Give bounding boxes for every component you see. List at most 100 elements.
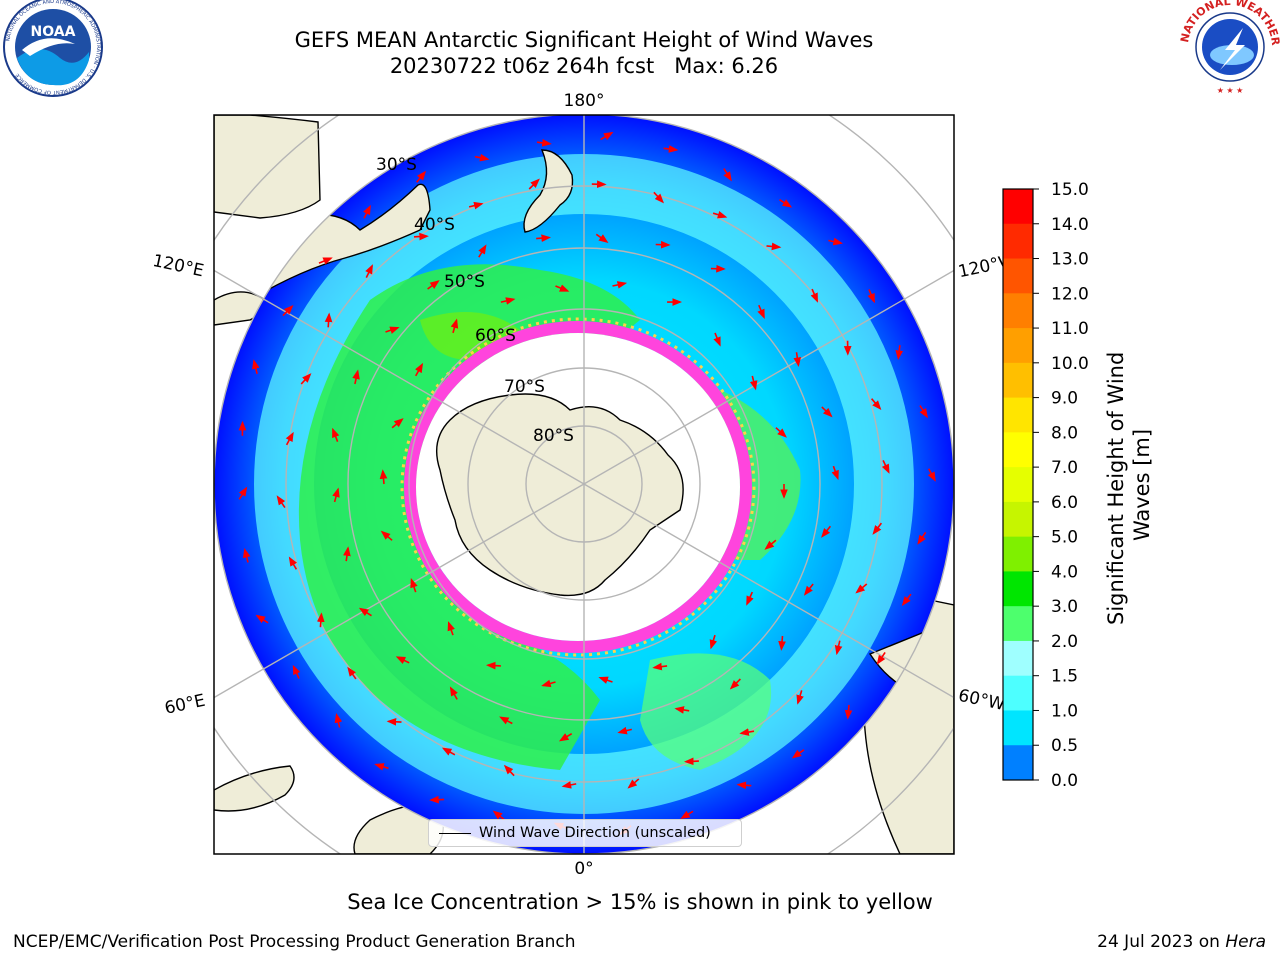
colorbar-tick-label: 0.5 xyxy=(1051,736,1078,756)
wind-wave-arrow xyxy=(653,191,664,204)
wind-wave-arrow xyxy=(766,242,782,251)
wind-wave-arrow xyxy=(318,257,333,265)
nws-logo-icon: NATIONAL WEATHER SERVICE ★ ★ ★ xyxy=(0,0,1280,96)
wind-wave-arrow xyxy=(803,583,814,596)
colorbar-tick-label: 1.0 xyxy=(1051,701,1078,721)
legend-label: Wind Wave Direction (unscaled) xyxy=(479,825,711,841)
wind-wave-arrow xyxy=(627,778,640,789)
wind-wave-arrow xyxy=(778,635,786,651)
wind-wave-arrow xyxy=(536,234,552,242)
colorbar-tick-label: 4.0 xyxy=(1051,562,1078,582)
lat-label-80s: 80°S xyxy=(533,426,574,446)
colorbar-segment xyxy=(1003,293,1033,329)
wind-wave-arrow xyxy=(617,726,632,735)
wind-wave-arrow xyxy=(528,178,540,190)
wind-wave-arrow xyxy=(282,305,294,317)
wind-wave-arrow xyxy=(793,352,802,367)
lat-label-30s: 30°S xyxy=(376,155,417,175)
lon-label-lower-right: 60°W xyxy=(957,686,1007,715)
wind-wave-arrow xyxy=(385,326,400,334)
wind-wave-arrow xyxy=(828,237,843,246)
colorbar-tick-label: 8.0 xyxy=(1051,423,1078,443)
colorbar-segment xyxy=(1003,675,1033,711)
colorbar-segment xyxy=(1003,606,1033,642)
colorbar-segment xyxy=(1003,397,1033,433)
wind-wave-arrow xyxy=(358,607,372,617)
wind-wave-arrow xyxy=(876,651,886,665)
wind-wave-arrow xyxy=(288,556,298,570)
wind-wave-arrow xyxy=(347,666,357,680)
colorbar-tick-label: 6.0 xyxy=(1051,493,1078,513)
credit-date: 24 Jul 2023 on xyxy=(1097,932,1226,952)
wind-wave-arrow xyxy=(468,201,484,210)
wind-wave-arrows xyxy=(238,131,936,835)
wind-wave-arrow xyxy=(379,469,388,485)
wind-wave-arrow xyxy=(416,170,427,183)
wind-wave-arrow xyxy=(855,583,868,594)
wind-wave-arrow xyxy=(414,362,424,377)
svg-text:★ ★ ★: ★ ★ ★ xyxy=(1217,86,1244,95)
colorbar-segment xyxy=(1003,258,1033,294)
colorbar-segment xyxy=(1003,640,1033,677)
chart-title-line1: GEFS MEAN Antarctic Significant Height o… xyxy=(294,28,874,52)
chart-title-line2: 20230722 t06z 264h fcst Max: 6.26 xyxy=(389,54,779,78)
colorbar-segment xyxy=(1003,536,1033,572)
colorbar-segment xyxy=(1003,189,1033,225)
colorbar-tick-label: 9.0 xyxy=(1051,389,1078,409)
wind-wave-arrow xyxy=(598,676,613,684)
wind-wave-arrow xyxy=(796,690,804,705)
wind-wave-arrow xyxy=(652,662,668,671)
wind-wave-arrow xyxy=(775,427,787,438)
wind-wave-arrow xyxy=(380,530,393,541)
colorbar-tick-label: 2.0 xyxy=(1051,632,1078,652)
colorbar-tick-label: 5.0 xyxy=(1051,528,1078,548)
wind-wave-arrow xyxy=(292,664,301,679)
colorbar-segment xyxy=(1003,467,1033,503)
map-frame xyxy=(213,114,955,855)
credit-host: Hera xyxy=(1225,932,1266,952)
wind-wave-arrow xyxy=(683,757,699,766)
nws-ring-text: NATIONAL WEATHER SERVICE xyxy=(0,0,1280,47)
lon-label-lower-left: 60°E xyxy=(163,691,207,719)
wind-wave-arrow xyxy=(449,686,458,700)
wind-wave-arrow xyxy=(821,525,832,538)
wind-wave-arrow xyxy=(844,704,853,720)
wind-wave-arrow xyxy=(427,280,440,290)
wind-wave-arrow xyxy=(541,679,556,688)
wind-wave-arrow xyxy=(332,427,340,442)
colorbar-tick-label: 14.0 xyxy=(1051,215,1089,235)
wind-wave-arrow xyxy=(252,359,260,374)
wind-wave-arrow xyxy=(276,495,286,509)
lat-label-70s: 70°S xyxy=(504,377,545,397)
colorbar-tick-label: 13.0 xyxy=(1051,250,1089,270)
wind-wave-arrow xyxy=(872,522,883,535)
colorbar-ticks: 15.0 14.0 13.0 12.0 11.0 10.0 9.0 8.0 7.0 6.0 5.0 4… xyxy=(1033,180,1089,791)
wind-wave-arrow xyxy=(881,460,890,474)
wind-wave-arrow xyxy=(736,781,752,790)
wind-wave-arrow xyxy=(558,733,573,742)
wind-wave-arrow xyxy=(395,656,410,664)
lon-label-top: 180° xyxy=(564,91,605,111)
wind-wave-arrow xyxy=(663,145,679,153)
colorbar-segment xyxy=(1003,432,1033,468)
colorbar xyxy=(1002,188,1034,781)
graticule xyxy=(214,115,954,854)
wind-wave-arrow xyxy=(391,418,404,429)
wind-wave-arrow xyxy=(410,577,418,593)
wind-wave-arrow xyxy=(536,139,552,147)
wind-wave-arrow xyxy=(680,810,694,819)
colorbar-segment xyxy=(1003,223,1033,260)
wind-wave-arrow xyxy=(709,634,718,650)
sea-ice-note: Sea Ice Concentration > 15% is shown in … xyxy=(347,890,933,914)
wind-wave-arrow xyxy=(746,591,754,606)
wind-wave-arrow xyxy=(365,264,373,278)
wind-wave-arrow xyxy=(791,749,805,759)
wind-wave-arrow xyxy=(492,810,505,821)
lat-label-60s: 60°S xyxy=(475,326,516,346)
wind-wave-arrow xyxy=(600,131,614,141)
wind-wave-arrow xyxy=(363,204,371,219)
wind-wave-arrow xyxy=(831,465,839,481)
wind-wave-arrow xyxy=(386,717,402,726)
lon-label-bottom: 0° xyxy=(574,859,593,879)
wind-wave-arrow xyxy=(729,678,741,690)
